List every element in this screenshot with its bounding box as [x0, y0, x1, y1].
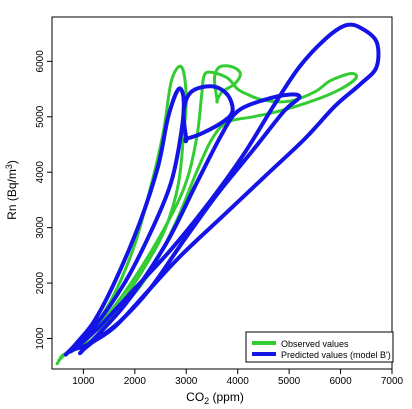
series-layer — [55, 22, 381, 366]
y-tick-label: 3000 — [35, 216, 46, 239]
x-axis-label-text: CO — [186, 390, 204, 404]
x-tick-label: 2000 — [124, 376, 147, 387]
x-tick-label: 5000 — [278, 376, 301, 387]
legend: Observed values Predicted values (model … — [245, 331, 394, 363]
x-tick-label: 6000 — [329, 376, 352, 387]
x-axis-label: CO2 (ppm) — [186, 390, 244, 406]
y-tick-label: 6000 — [35, 50, 46, 73]
y-tick-label: 5000 — [35, 105, 46, 128]
y-axis-label: Rn (Bq/m3) — [4, 160, 19, 220]
x-axis-label-sub: 2 — [204, 396, 209, 406]
plot-frame — [51, 16, 393, 370]
y-tick-label: 2000 — [35, 272, 46, 295]
x-tick-label: 7000 — [381, 376, 404, 387]
x-axis: 1000 2000 3000 4000 5000 6000 7000 — [72, 369, 404, 387]
x-axis-label-unit: (ppm) — [209, 390, 244, 404]
series-predicted — [63, 22, 381, 357]
y-axis: 1000 2000 3000 4000 5000 6000 — [35, 50, 52, 350]
legend-box — [245, 331, 394, 363]
y-axis-label-sup: 3 — [4, 164, 14, 169]
x-tick-label: 1000 — [72, 376, 95, 387]
legend-label-observed: Observed values — [281, 339, 349, 349]
series-observed-loop — [212, 64, 242, 104]
y-axis-label-close: ) — [5, 160, 19, 164]
x-tick-label: 4000 — [227, 376, 250, 387]
series-predicted-loop — [181, 84, 235, 144]
x-tick-label: 3000 — [175, 376, 198, 387]
y-tick-label: 1000 — [35, 327, 46, 350]
y-tick-label: 4000 — [35, 161, 46, 184]
y-axis-label-text: Rn (Bq/m — [5, 169, 19, 220]
legend-label-predicted: Predicted values (model B') — [281, 350, 391, 360]
series-predicted-loop — [63, 86, 186, 357]
series-predicted-loop — [77, 92, 302, 356]
